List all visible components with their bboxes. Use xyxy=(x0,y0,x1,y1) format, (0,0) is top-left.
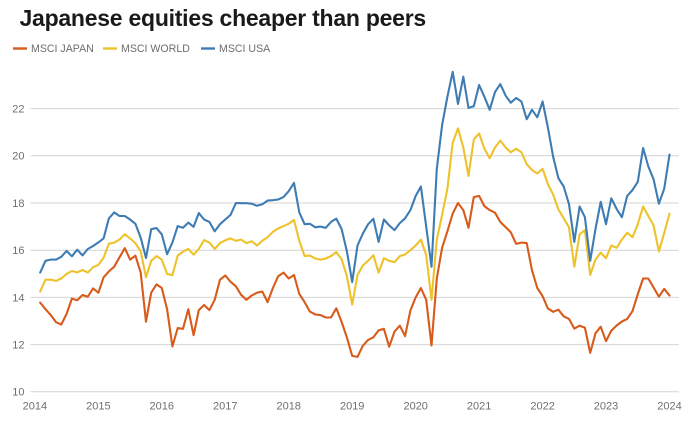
svg-text:MSCI JAPAN: MSCI JAPAN xyxy=(31,43,94,55)
svg-text:18: 18 xyxy=(12,198,24,210)
svg-text:10: 10 xyxy=(12,387,24,399)
svg-text:16: 16 xyxy=(12,245,24,257)
svg-text:Japanese equities cheaper than: Japanese equities cheaper than peers xyxy=(20,5,426,31)
svg-text:MSCI WORLD: MSCI WORLD xyxy=(121,43,190,55)
svg-text:2020: 2020 xyxy=(403,401,427,413)
svg-text:2024: 2024 xyxy=(657,401,681,413)
svg-text:2019: 2019 xyxy=(340,401,364,413)
svg-text:2016: 2016 xyxy=(150,401,174,413)
svg-text:20: 20 xyxy=(12,151,24,163)
svg-text:MSCI USA: MSCI USA xyxy=(219,43,271,55)
svg-text:2014: 2014 xyxy=(23,401,47,413)
svg-text:2022: 2022 xyxy=(530,401,554,413)
svg-text:2018: 2018 xyxy=(276,401,300,413)
svg-text:22: 22 xyxy=(12,104,24,116)
svg-text:2023: 2023 xyxy=(594,401,618,413)
svg-text:2017: 2017 xyxy=(213,401,237,413)
svg-text:14: 14 xyxy=(12,292,24,304)
svg-text:12: 12 xyxy=(12,340,24,352)
svg-text:2015: 2015 xyxy=(86,401,110,413)
svg-text:2021: 2021 xyxy=(467,401,491,413)
